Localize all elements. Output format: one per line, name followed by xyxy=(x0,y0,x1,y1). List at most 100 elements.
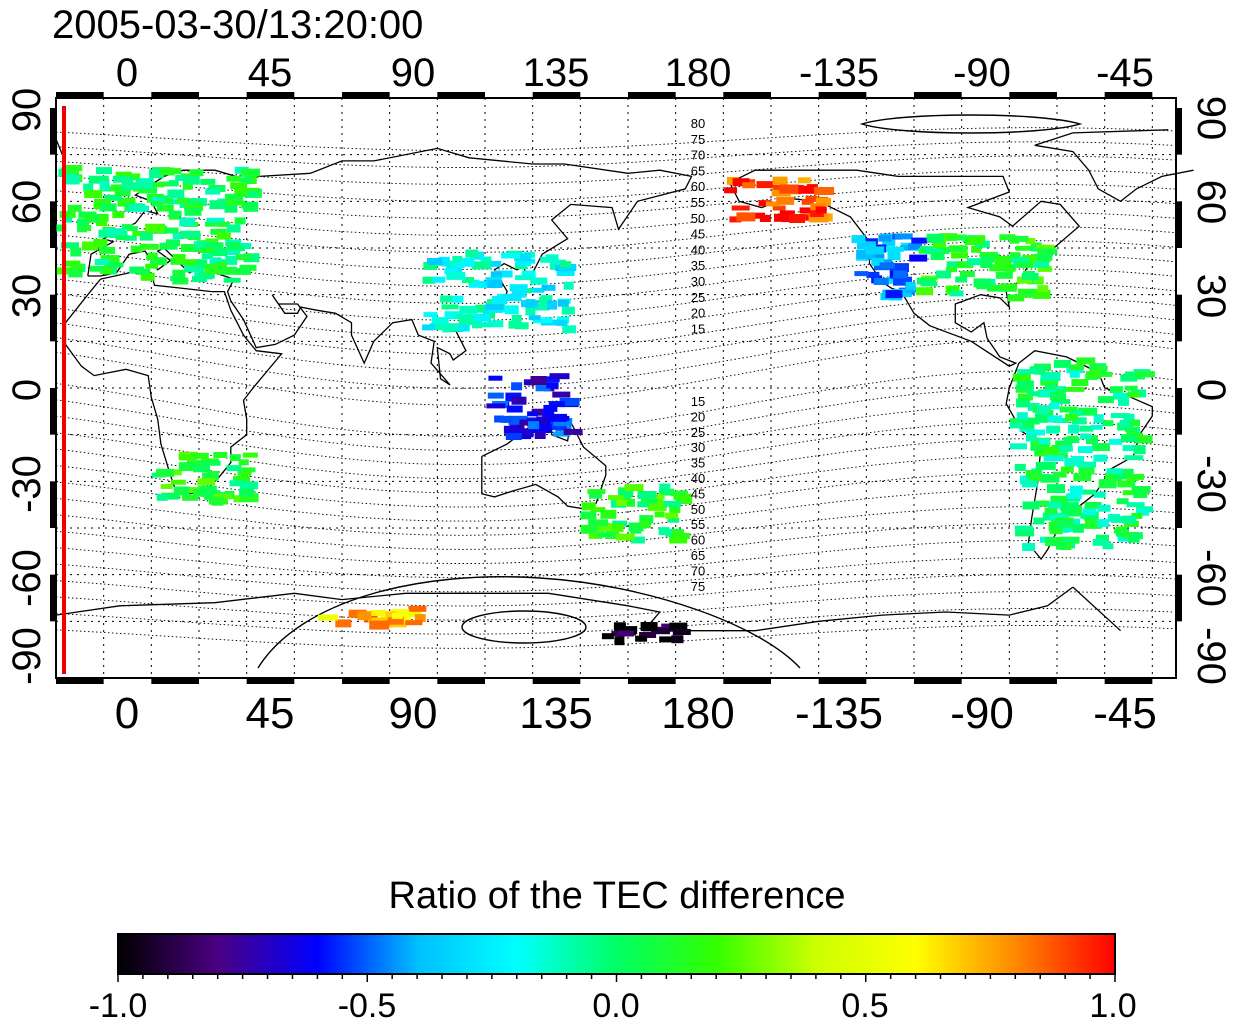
tec-cell xyxy=(180,244,201,252)
tec-cell xyxy=(562,325,577,334)
tec-cell xyxy=(149,169,165,179)
tec-cell xyxy=(504,305,519,315)
contour-line xyxy=(859,114,1083,134)
tec-cell xyxy=(1066,368,1084,374)
tec-cell xyxy=(514,253,532,262)
tec-cell xyxy=(765,201,780,207)
tec-cell xyxy=(96,167,112,175)
tec-cell xyxy=(973,278,991,288)
tec-cell xyxy=(1093,491,1106,498)
tec-cell xyxy=(1084,502,1102,509)
tec-cell xyxy=(146,254,157,260)
tec-cell xyxy=(84,190,103,199)
tec-cell xyxy=(955,276,968,283)
tec-cell xyxy=(239,264,257,271)
frame-segment xyxy=(818,92,867,98)
tec-cell xyxy=(486,403,506,409)
tec-cell xyxy=(139,231,153,241)
tec-cell xyxy=(580,511,597,520)
contour-label: 25 xyxy=(691,425,705,440)
tec-cell xyxy=(110,184,131,192)
tec-cell xyxy=(1016,262,1034,268)
tec-cell xyxy=(1116,498,1129,505)
frame-segment xyxy=(342,678,390,684)
tec-cell xyxy=(1069,364,1085,371)
lat-label-right: -30 xyxy=(1189,455,1233,513)
lon-label-bottom: -135 xyxy=(795,689,883,738)
tec-cell xyxy=(1033,365,1046,375)
tec-cell xyxy=(617,630,634,637)
tec-cell xyxy=(172,233,184,240)
frame-segment xyxy=(246,92,295,98)
tec-cell xyxy=(887,251,901,261)
tec-cell xyxy=(1016,398,1031,408)
north-america-coastline xyxy=(729,169,1081,367)
tec-cell xyxy=(236,254,251,261)
tec-cell xyxy=(65,260,81,267)
tec-cell xyxy=(530,376,547,385)
tec-cell xyxy=(140,272,155,281)
tec-cell xyxy=(964,236,984,245)
tec-cell xyxy=(815,206,827,214)
tec-cell xyxy=(83,213,101,223)
tec-cell xyxy=(1097,519,1110,528)
contour-label: 65 xyxy=(691,548,705,563)
tec-cell xyxy=(216,232,231,240)
tec-cell xyxy=(209,200,228,210)
tec-cell xyxy=(1131,512,1143,519)
tec-cell xyxy=(1065,413,1079,421)
tec-cell xyxy=(82,241,98,251)
tec-cell xyxy=(911,237,928,244)
tec-cell xyxy=(94,198,111,205)
frame-segment xyxy=(437,678,485,684)
tec-cell xyxy=(167,189,185,199)
lon-labels-bottom: 0 45 90 135 180 -135 -90 -45 xyxy=(115,689,1157,738)
tec-cell xyxy=(370,610,387,616)
tec-cell xyxy=(856,241,876,250)
tec-cell xyxy=(534,432,546,439)
frame-segment xyxy=(914,92,962,98)
tec-cell xyxy=(798,177,811,184)
tec-cell xyxy=(1058,445,1073,452)
tec-cell xyxy=(213,493,232,500)
tec-cell xyxy=(458,324,470,332)
tec-cell xyxy=(145,223,166,233)
contour-label: 35 xyxy=(691,456,705,471)
plot-title: 2005-03-30/13:20:00 xyxy=(52,3,423,47)
tec-cell xyxy=(563,428,583,435)
lon-labels-top: 0 45 90 135 180 -135 -90 -45 xyxy=(116,51,1154,95)
lat-label-right: 0 xyxy=(1189,379,1233,401)
tec-cell xyxy=(502,294,522,302)
tec-cell xyxy=(511,314,522,323)
tec-cell xyxy=(672,629,691,635)
tec-cell xyxy=(480,256,492,265)
tec-cell xyxy=(930,252,945,261)
tec-cell xyxy=(580,524,596,534)
tec-cell xyxy=(1017,393,1033,401)
tec-cell xyxy=(473,313,491,322)
tec-cell xyxy=(335,619,352,628)
tec-cell xyxy=(99,246,116,254)
lat-label-right: -90 xyxy=(1189,627,1233,685)
tec-cell xyxy=(879,262,895,269)
tec-cell xyxy=(675,496,693,504)
tec-cell xyxy=(170,479,186,485)
tec-cell xyxy=(994,255,1012,265)
contour-label: 50 xyxy=(691,502,705,517)
tec-cell xyxy=(161,492,180,500)
tec-cell xyxy=(152,182,164,188)
tec-cell xyxy=(56,224,67,232)
frame-segment xyxy=(246,678,295,684)
tec-cell xyxy=(123,235,137,241)
tec-cell xyxy=(490,260,502,267)
tec-cell xyxy=(647,502,667,511)
tec-cell xyxy=(204,242,219,249)
tec-cell xyxy=(427,257,442,265)
tec-cell xyxy=(946,261,964,268)
tec-cell xyxy=(540,256,558,263)
tec-cell xyxy=(890,263,909,273)
tec-cell xyxy=(405,620,423,626)
tec-cell xyxy=(916,277,936,285)
contour-label: 70 xyxy=(691,148,705,163)
tec-cell xyxy=(1033,276,1044,284)
